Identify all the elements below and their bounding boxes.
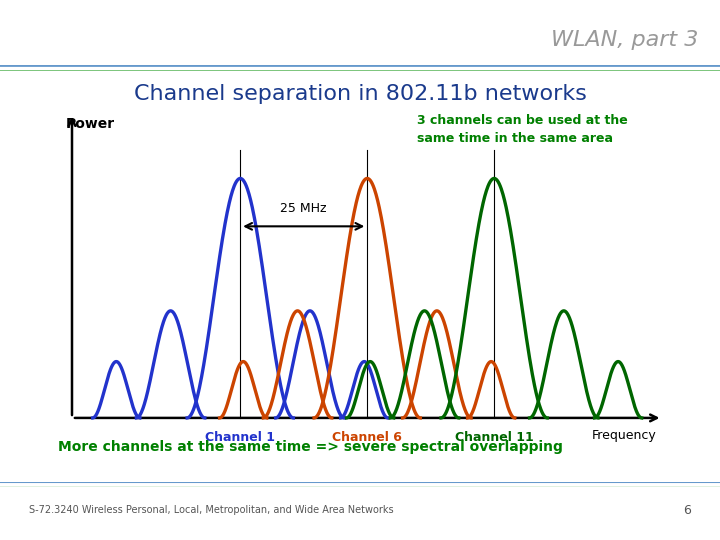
Text: WLAN, part 3: WLAN, part 3 [551,30,698,50]
Text: S-72.3240 Wireless Personal, Local, Metropolitan, and Wide Area Networks: S-72.3240 Wireless Personal, Local, Metr… [29,505,393,515]
Text: Frequency: Frequency [592,429,657,442]
Text: 6: 6 [683,504,691,517]
Text: 3 channels can be used at the
same time in the same area: 3 channels can be used at the same time … [418,113,628,145]
Text: 25 MHz: 25 MHz [281,202,327,215]
Text: Channel 11: Channel 11 [455,430,534,443]
Text: Channel 1: Channel 1 [205,430,275,443]
Text: Channel separation in 802.11b networks: Channel separation in 802.11b networks [134,84,586,104]
Text: More channels at the same time => severe spectral overlapping: More channels at the same time => severe… [58,440,562,454]
Text: Power: Power [66,117,115,131]
Text: Channel 6: Channel 6 [332,430,402,443]
